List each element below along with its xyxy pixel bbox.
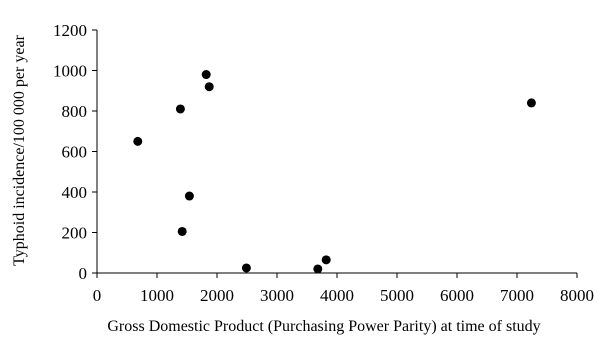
y-tick-label: 200 bbox=[62, 224, 88, 243]
data-point bbox=[177, 226, 187, 236]
y-tick-label: 400 bbox=[62, 183, 88, 202]
x-axis-title: Gross Domestic Product (Purchasing Power… bbox=[107, 318, 540, 335]
x-tick-label: 2000 bbox=[200, 286, 234, 305]
x-tick-label: 5000 bbox=[380, 286, 414, 305]
y-tick-label: 800 bbox=[62, 102, 88, 121]
data-point bbox=[321, 255, 331, 265]
data-point bbox=[313, 264, 323, 274]
x-tick-label: 7000 bbox=[500, 286, 534, 305]
x-tick-label: 0 bbox=[93, 286, 102, 305]
data-points bbox=[133, 70, 536, 274]
x-axis-ticks: 0 1000 2000 3000 4000 5000 6000 7000 8000 bbox=[93, 273, 594, 305]
data-point bbox=[241, 263, 251, 273]
data-point bbox=[133, 136, 143, 146]
data-point bbox=[184, 191, 194, 201]
y-tick-label: 1000 bbox=[53, 62, 87, 81]
y-axis-title: Typhoid incidence/100 000 per year bbox=[11, 34, 28, 265]
data-point bbox=[204, 82, 214, 92]
data-point bbox=[526, 98, 536, 108]
x-tick-label: 1000 bbox=[140, 286, 174, 305]
data-point bbox=[175, 104, 185, 114]
x-tick-label: 8000 bbox=[560, 286, 594, 305]
y-axis-ticks: 0 200 400 600 800 1000 1200 bbox=[53, 21, 97, 283]
data-point bbox=[201, 70, 211, 80]
y-tick-label: 600 bbox=[62, 143, 88, 162]
y-tick-label: 1200 bbox=[53, 21, 87, 40]
x-tick-label: 6000 bbox=[440, 286, 474, 305]
x-tick-label: 3000 bbox=[260, 286, 294, 305]
y-tick-label: 0 bbox=[79, 264, 88, 283]
x-tick-label: 4000 bbox=[320, 286, 354, 305]
